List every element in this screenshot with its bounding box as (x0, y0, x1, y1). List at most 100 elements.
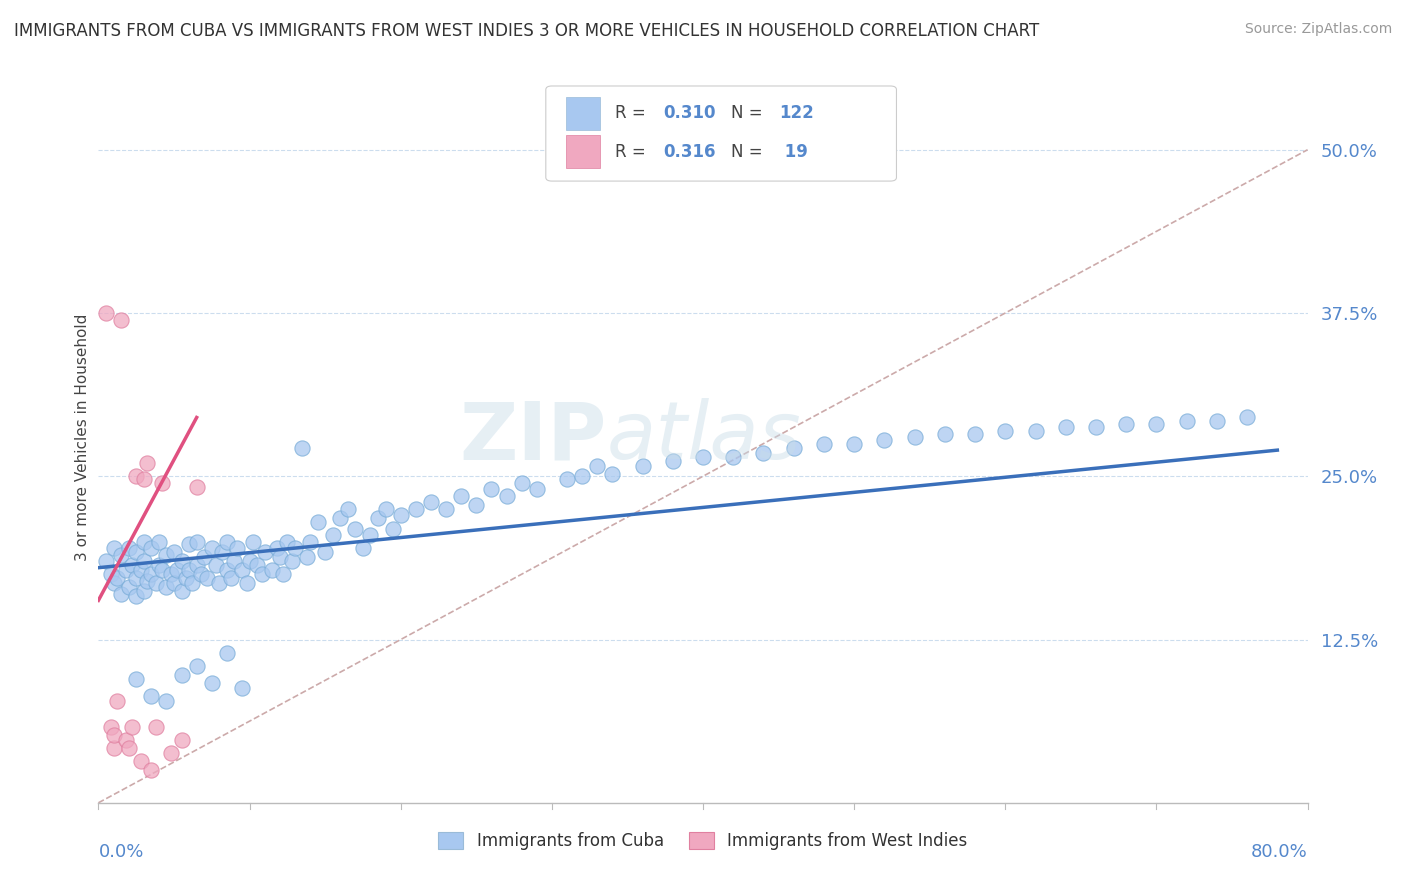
Point (94, 306, 117, 320)
Point (132, 534, 155, 549)
Point (125, 672, 148, 686)
Point (250, 567, 273, 582)
Point (1024, 424, 1046, 438)
Point (125, 571, 148, 585)
Point (141, 763, 163, 777)
Point (186, 558, 208, 573)
Point (783, 441, 806, 455)
Point (181, 576, 204, 591)
Point (904, 430, 927, 444)
Point (360, 528, 382, 542)
Text: R =: R = (614, 143, 651, 161)
Point (186, 480, 208, 494)
Point (145, 720, 167, 734)
Point (110, 587, 132, 601)
Point (352, 541, 374, 555)
Point (103, 728, 125, 742)
Point (266, 541, 288, 555)
Point (179, 537, 201, 551)
Text: N =: N = (731, 104, 768, 122)
Point (163, 545, 186, 559)
Point (382, 521, 405, 535)
Point (965, 427, 987, 442)
Point (170, 554, 193, 568)
Point (190, 567, 212, 582)
Point (125, 545, 148, 559)
Point (510, 475, 533, 490)
Point (118, 580, 141, 594)
Point (934, 427, 956, 442)
Point (129, 754, 152, 768)
Point (118, 541, 141, 555)
Point (125, 590, 148, 604)
Point (148, 534, 170, 549)
Point (224, 554, 246, 568)
Text: 0.316: 0.316 (664, 143, 716, 161)
Point (1236, 410, 1258, 425)
Point (1144, 417, 1167, 431)
Point (226, 541, 249, 555)
Point (299, 534, 322, 549)
Point (231, 681, 253, 695)
Text: 80.0%: 80.0% (1251, 843, 1308, 861)
Point (465, 498, 488, 512)
Text: 19: 19 (779, 143, 808, 161)
Point (239, 554, 262, 568)
Point (602, 467, 624, 481)
Point (271, 567, 294, 582)
Text: N =: N = (731, 143, 768, 161)
Point (526, 483, 548, 497)
Point (295, 550, 318, 565)
Point (121, 558, 143, 573)
Point (155, 548, 177, 562)
Point (163, 576, 186, 591)
Point (215, 534, 238, 549)
Point (405, 502, 427, 516)
Point (145, 576, 167, 591)
Point (586, 458, 609, 473)
Point (246, 558, 269, 573)
Point (148, 558, 170, 573)
Point (141, 689, 163, 703)
Point (100, 567, 122, 582)
Point (291, 441, 314, 455)
Point (114, 733, 136, 747)
Point (155, 580, 177, 594)
Point (495, 489, 517, 503)
Point (314, 545, 336, 559)
Point (231, 563, 253, 577)
Point (150, 475, 173, 490)
Point (723, 450, 745, 464)
Point (242, 534, 264, 549)
Point (132, 554, 155, 568)
Point (813, 436, 835, 450)
Point (450, 489, 472, 503)
Point (253, 545, 276, 559)
Point (166, 563, 188, 577)
Point (276, 534, 298, 549)
Legend: Immigrants from Cuba, Immigrants from West Indies: Immigrants from Cuba, Immigrants from We… (432, 825, 974, 856)
Point (160, 567, 183, 582)
Point (336, 502, 359, 516)
Point (195, 571, 218, 585)
Point (160, 746, 183, 760)
Point (692, 450, 714, 464)
Text: atlas: atlas (606, 398, 801, 476)
Point (284, 541, 307, 555)
Point (135, 574, 157, 588)
Point (110, 312, 132, 326)
Point (205, 558, 228, 573)
Point (186, 658, 208, 673)
Point (661, 453, 683, 467)
Point (186, 534, 208, 549)
Point (262, 563, 284, 577)
Point (434, 502, 457, 516)
Point (114, 563, 136, 577)
Point (221, 571, 243, 585)
Bar (567, 96, 600, 129)
Point (322, 528, 344, 542)
Point (752, 446, 775, 460)
Point (132, 472, 155, 486)
Text: Source: ZipAtlas.com: Source: ZipAtlas.com (1244, 22, 1392, 37)
Point (193, 550, 215, 565)
